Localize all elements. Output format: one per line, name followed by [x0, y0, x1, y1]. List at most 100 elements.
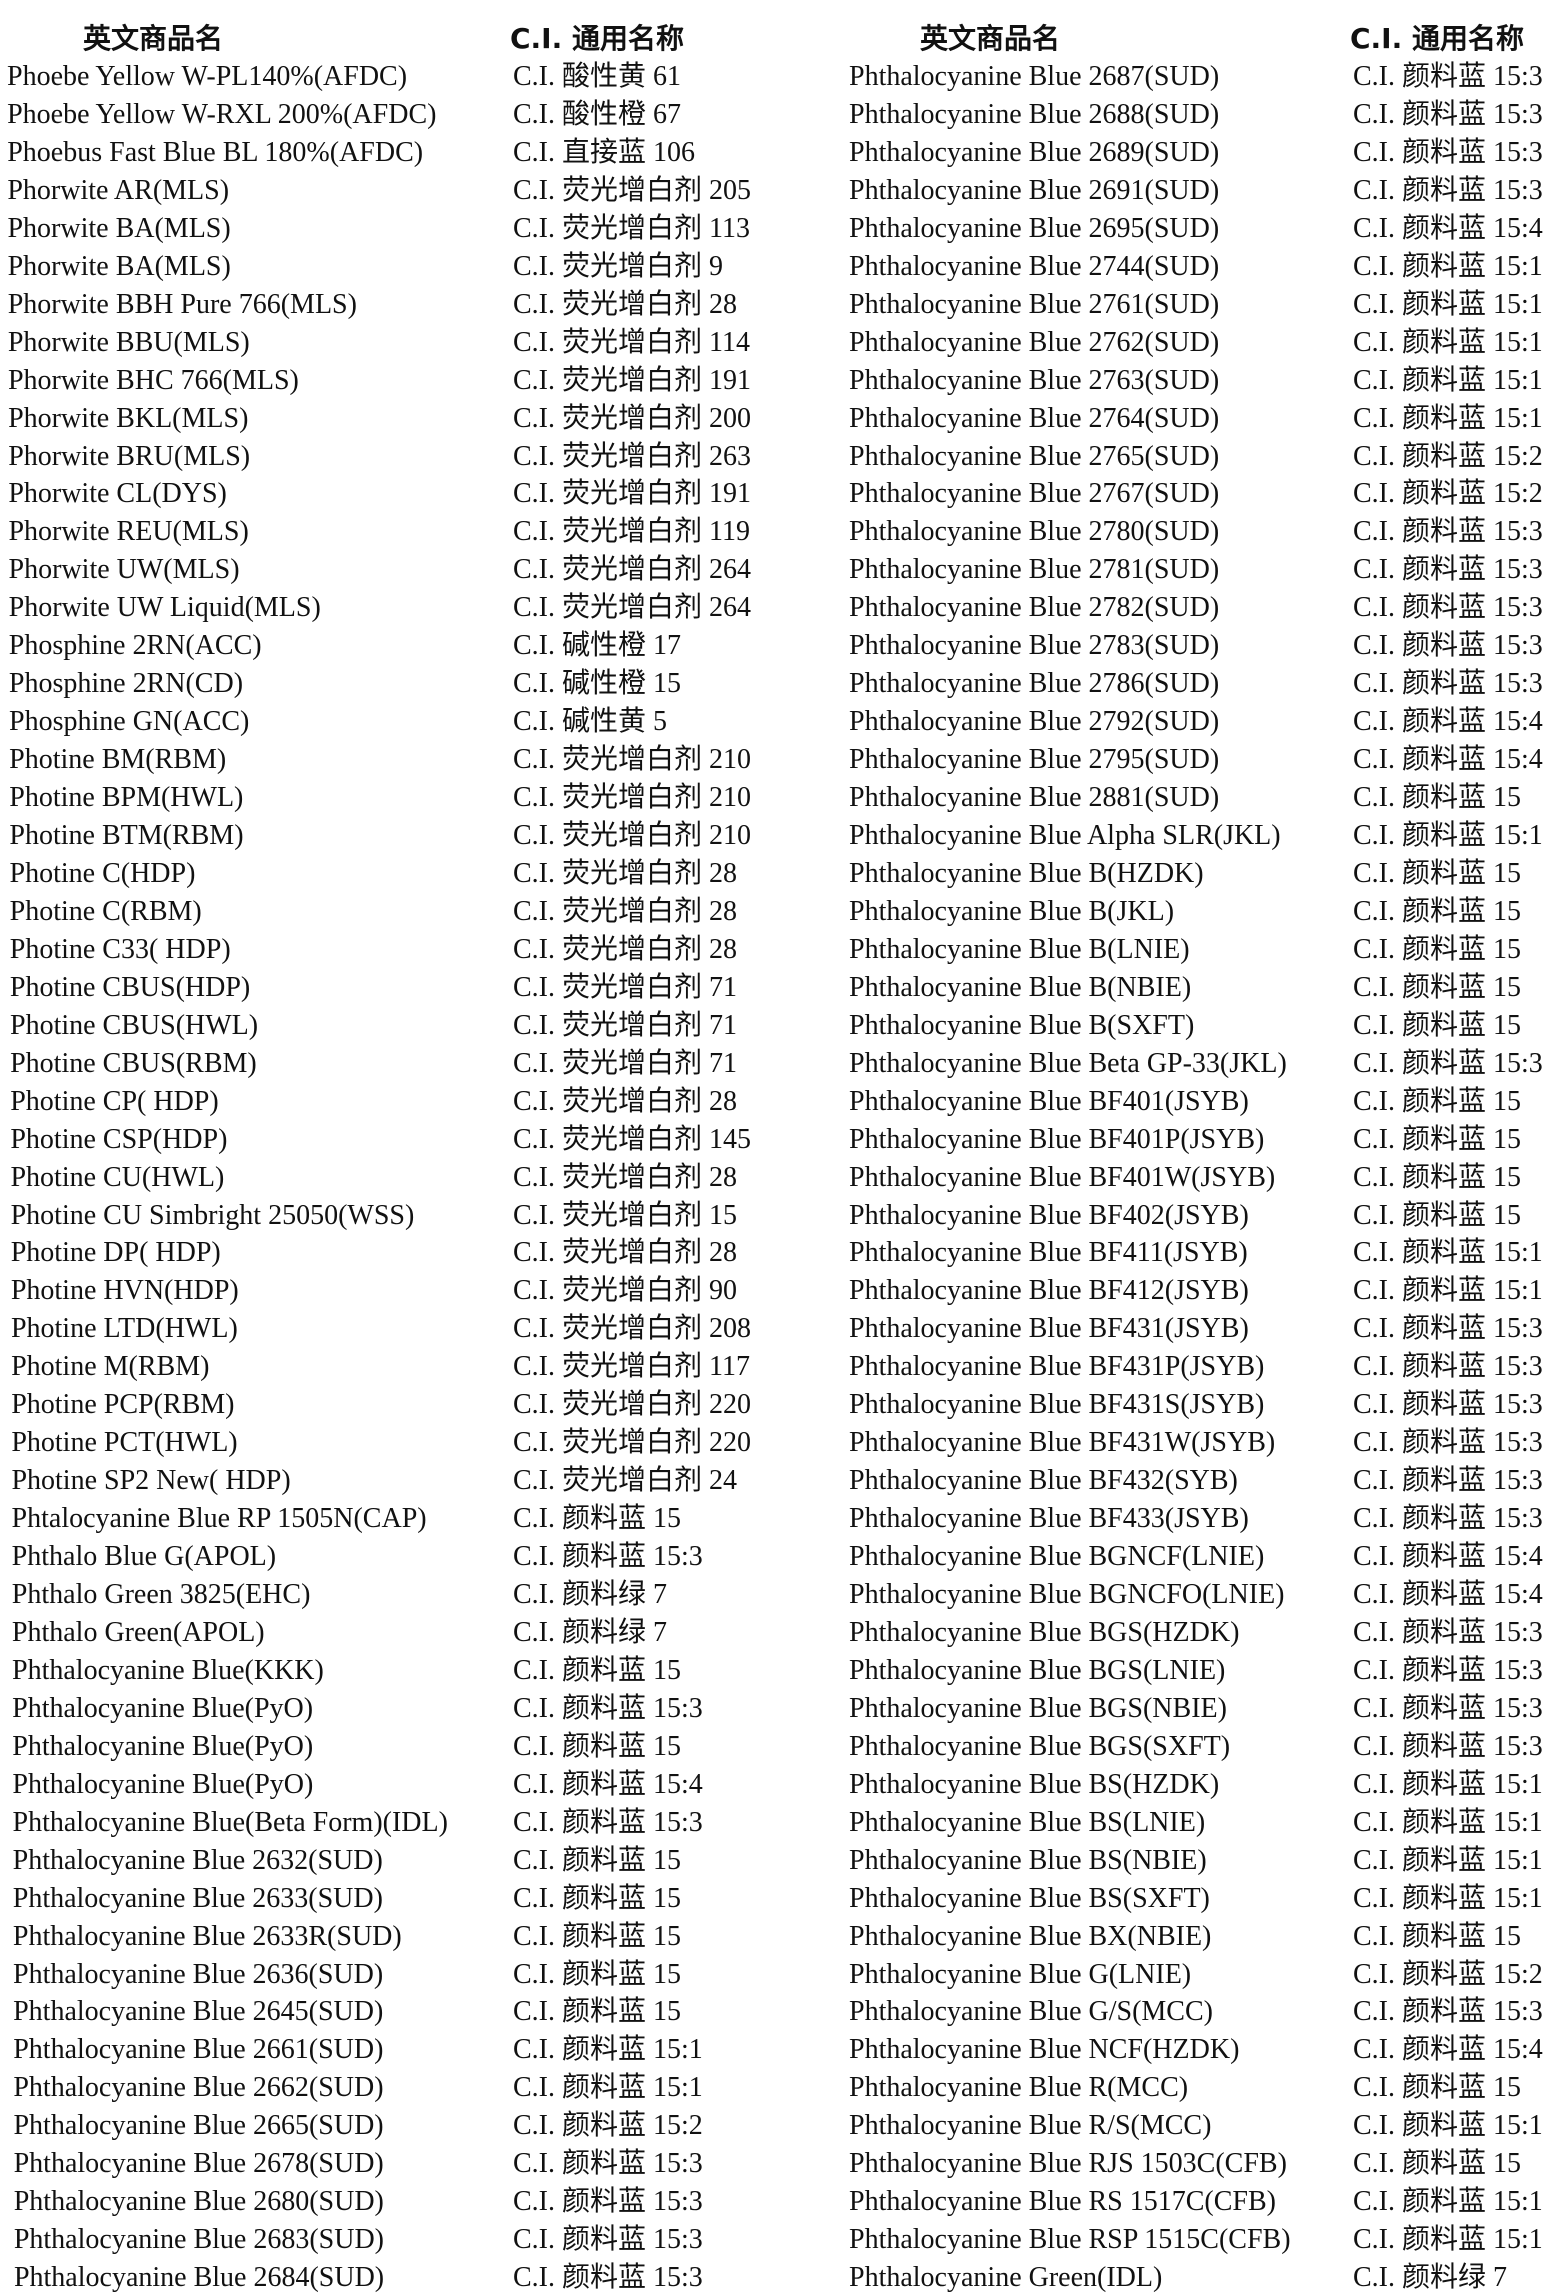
ci-name: C.I. 颜料蓝 15:3 [1353, 1730, 1543, 1762]
trade-name: Phorwite CL(DYS) [8, 478, 227, 510]
trade-name: Phthalocyanine Blue B(SXFT) [849, 1009, 1195, 1041]
trade-name: Phoebus Fast Blue BL 180%(AFDC) [7, 136, 424, 168]
ci-name: C.I. 荧光增白剂 28 [513, 857, 738, 889]
trade-name: Phthalocyanine Green(IDL) [849, 2262, 1163, 2294]
trade-name: Phthalocyanine Blue BS(NBIE) [849, 1844, 1207, 1876]
ci-name: C.I. 颜料蓝 15:1 [1353, 1806, 1543, 1838]
ci-name: C.I. 颜料蓝 15:4 [1353, 1541, 1543, 1573]
trade-name: Phthalocyanine Blue 2691(SUD) [849, 174, 1220, 206]
ci-name: C.I. 颜料蓝 15:4 [1353, 212, 1543, 244]
trade-name: Photine BM(RBM) [9, 744, 227, 776]
trade-name: Photine BPM(HWL) [9, 782, 244, 814]
ci-name: C.I. 颜料蓝 15 [1353, 1161, 1522, 1193]
ci-name: C.I. 颜料蓝 15:1 [1353, 820, 1543, 851]
ci-name: C.I. 荧光增白剂 264 [513, 592, 752, 624]
trade-name: Photine PCT(HWL) [11, 1427, 238, 1459]
ci-name: C.I. 颜料蓝 15 [513, 1503, 682, 1535]
ci-name: C.I. 颜料蓝 15 [1353, 895, 1522, 927]
ci-name: C.I. 颜料蓝 15 [1353, 1920, 1522, 1952]
trade-name: Phthalocyanine Blue 2782(SUD) [849, 592, 1220, 624]
trade-name: Phthalocyanine Blue 2795(SUD) [849, 744, 1220, 776]
trade-name: Phtalocyanine Blue RP 1505N(CAP) [11, 1503, 427, 1535]
trade-name: Phthalocyanine Blue BS(LNIE) [849, 1806, 1206, 1838]
trade-name: Phthalocyanine Blue 2680(SUD) [13, 2186, 384, 2218]
ci-name: C.I. 颜料蓝 15 [513, 1882, 682, 1914]
ci-name: C.I. 荧光增白剂 208 [513, 1313, 752, 1345]
ci-name: C.I. 颜料蓝 15 [1353, 782, 1522, 814]
ci-name: C.I. 颜料蓝 15 [513, 1996, 682, 2028]
ci-name: C.I. 荧光增白剂 28 [513, 895, 738, 927]
ci-name: C.I. 颜料蓝 15 [1353, 933, 1522, 965]
trade-name: Phthalocyanine Blue 2661(SUD) [13, 2034, 384, 2066]
trade-name: Phthalocyanine Blue(Beta Form)(IDL) [12, 1806, 448, 1838]
trade-name: Phthalocyanine Blue 2762(SUD) [849, 326, 1220, 358]
ci-name: C.I. 碱性橙 17 [513, 630, 682, 662]
ci-name: C.I. 颜料蓝 15 [1353, 1199, 1522, 1231]
ci-name: C.I. 颜料蓝 15 [1353, 1009, 1522, 1041]
trade-name: Phthalocyanine Blue(PyO) [12, 1692, 314, 1724]
ci-name: C.I. 颜料蓝 15:3 [513, 2262, 703, 2294]
trade-name: Phthalo Blue G(APOL) [11, 1541, 277, 1573]
ci-name: C.I. 颜料蓝 15:3 [1353, 1654, 1543, 1686]
trade-name: Phthalocyanine Blue G/S(MCC) [849, 1996, 1213, 2028]
column-header: 英文商品名 [82, 22, 224, 55]
ci-name: C.I. 颜料蓝 15:3 [1353, 1313, 1543, 1345]
trade-name: Phthalocyanine Blue 2678(SUD) [13, 2148, 384, 2180]
column-header: 英文商品名 [919, 22, 1061, 55]
trade-name: Phthalocyanine Blue NCF(HZDK) [849, 2034, 1240, 2066]
trade-name: Phthalocyanine Blue BGS(LNIE) [849, 1654, 1226, 1686]
ci-name: C.I. 颜料蓝 15 [513, 1730, 682, 1762]
trade-name: Phthalocyanine Blue BF433(JSYB) [849, 1503, 1249, 1535]
ci-name: C.I. 颜料蓝 15:3 [1353, 98, 1543, 130]
trade-name: Photine HVN(HDP) [10, 1275, 239, 1307]
trade-name: Phthalo Green 3825(EHC) [11, 1579, 311, 1610]
ci-name: C.I. 颜料蓝 15 [513, 1920, 682, 1952]
ci-name: C.I. 颜料蓝 15:1 [1353, 1237, 1543, 1269]
ci-name: C.I. 颜料蓝 15:4 [513, 1768, 703, 1800]
ci-name: C.I. 荧光增白剂 117 [513, 1351, 750, 1383]
trade-name: Phthalocyanine Blue 2645(SUD) [13, 1996, 384, 2028]
trade-name: Phorwite BBU(MLS) [7, 326, 250, 358]
ci-name: C.I. 荧光增白剂 263 [513, 440, 752, 472]
trade-name: Phthalocyanine Blue BGS(SXFT) [849, 1730, 1231, 1762]
trade-name: Phthalocyanine Blue 2783(SUD) [849, 630, 1220, 662]
ci-name: C.I. 颜料蓝 15:2 [513, 2110, 703, 2142]
ci-name: C.I. 颜料蓝 15:2 [1353, 1958, 1543, 1990]
ci-name: C.I. 颜料蓝 15:3 [1353, 630, 1543, 662]
trade-name: Photine PCP(RBM) [11, 1389, 235, 1421]
trade-name: Phorwite UW Liquid(MLS) [8, 592, 321, 624]
trade-name: Phorwite BA(MLS) [7, 212, 231, 244]
trade-name: Phthalocyanine Blue 2761(SUD) [849, 288, 1220, 320]
ci-name: C.I. 荧光增白剂 119 [513, 516, 750, 548]
trade-name: Phorwite AR(MLS) [7, 174, 230, 206]
trade-name: Phorwite BRU(MLS) [8, 440, 251, 472]
trade-name: Phorwite REU(MLS) [8, 516, 249, 548]
ci-name: C.I. 颜料蓝 15:3 [513, 1692, 703, 1724]
ci-name: C.I. 颜料蓝 15:3 [1353, 1996, 1543, 2028]
ci-name: C.I. 颜料蓝 15 [1353, 1123, 1522, 1155]
trade-name: Phthalocyanine Blue BGS(NBIE) [849, 1692, 1227, 1724]
column-header: C.I. 通用名称 [1350, 22, 1524, 55]
trade-name: Photine C(HDP) [9, 857, 196, 889]
trade-name: Phthalocyanine Blue BF432(SYB) [849, 1465, 1238, 1497]
ci-name: C.I. 颜料蓝 15:1 [513, 2072, 703, 2104]
trade-name: Photine CBUS(RBM) [10, 1047, 257, 1079]
trade-name: Phthalocyanine Blue 2687(SUD) [849, 61, 1220, 92]
trade-name: Phthalocyanine Blue BF412(JSYB) [849, 1275, 1249, 1307]
ci-name: C.I. 颜料蓝 15:3 [1353, 592, 1543, 624]
ci-name: C.I. 荧光增白剂 210 [513, 820, 752, 851]
trade-name: Phthalocyanine Blue 2792(SUD) [849, 706, 1220, 738]
ci-name: C.I. 颜料蓝 15:3 [1353, 1465, 1543, 1497]
trade-name: Phthalocyanine Blue BF401P(JSYB) [849, 1123, 1265, 1155]
trade-name: Phthalocyanine Blue 2780(SUD) [849, 516, 1220, 548]
trade-name: Phthalocyanine Blue 2636(SUD) [13, 1958, 384, 1990]
trade-name: Phthalocyanine Blue 2684(SUD) [13, 2262, 385, 2294]
trade-name: Phthalocyanine Blue BF402(JSYB) [849, 1199, 1249, 1231]
ci-name: C.I. 颜料蓝 15:3 [1353, 174, 1543, 206]
ci-name: C.I. 酸性橙 67 [513, 98, 682, 130]
ci-name: C.I. 颜料蓝 15 [1353, 857, 1522, 889]
ci-name: C.I. 颜料蓝 15:4 [1353, 2034, 1543, 2066]
ci-name: C.I. 荧光增白剂 210 [513, 744, 752, 776]
ci-name: C.I. 荧光增白剂 113 [513, 212, 750, 244]
ci-name: C.I. 荧光增白剂 191 [513, 364, 752, 396]
